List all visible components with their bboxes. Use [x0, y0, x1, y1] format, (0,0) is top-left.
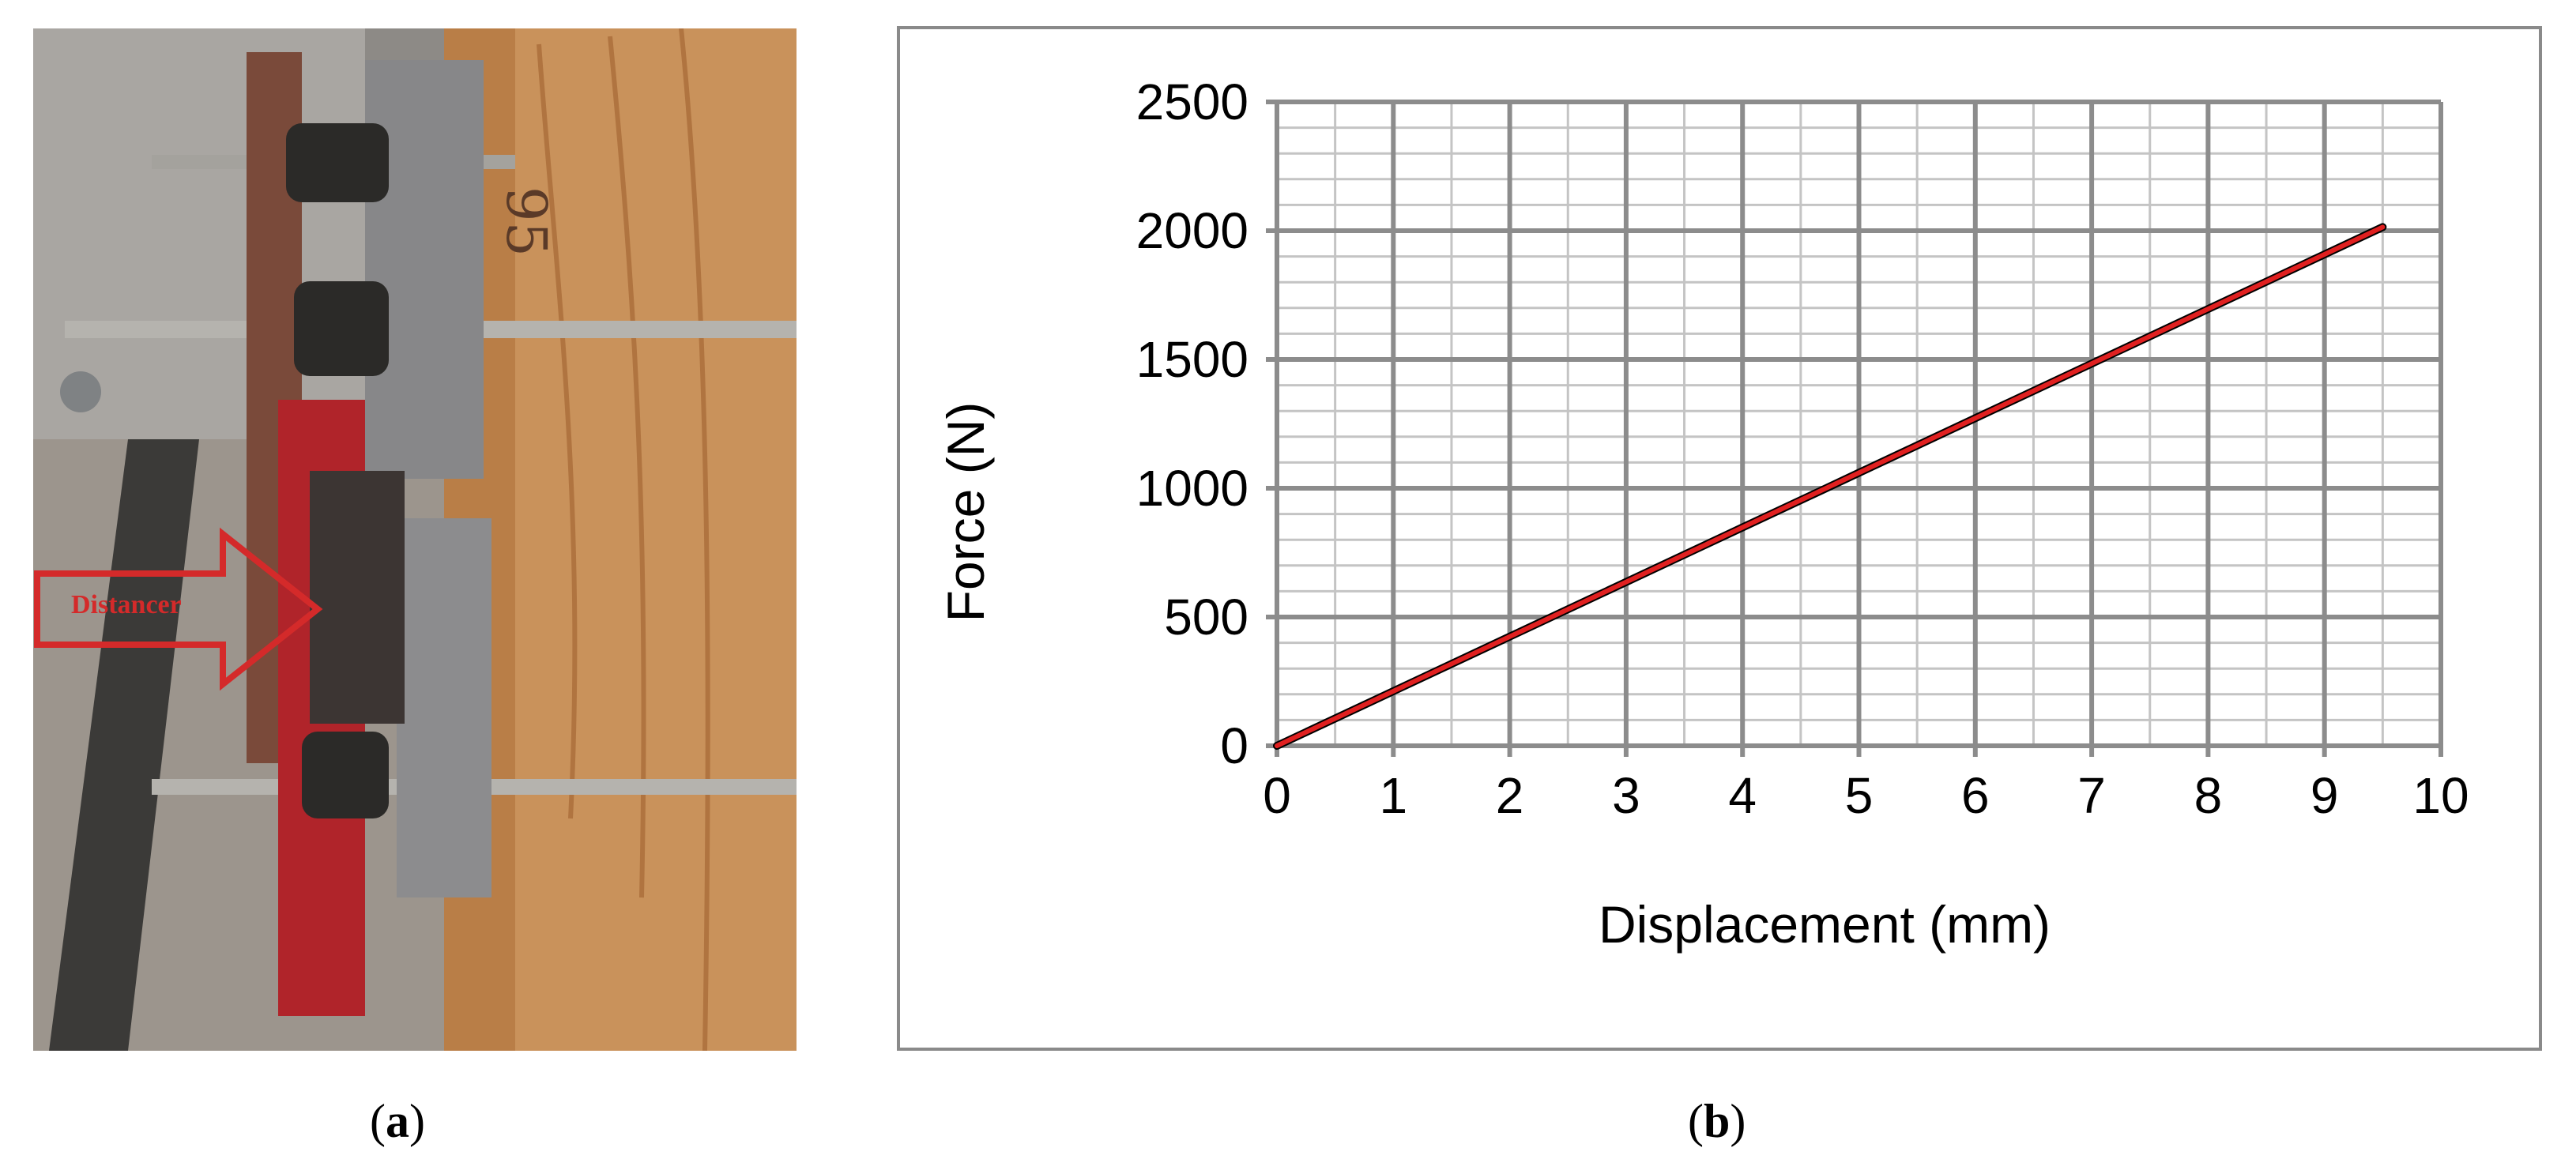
x-tick-label: 1	[1380, 767, 1408, 824]
clamp-plate	[397, 518, 491, 897]
series-line-2	[1275, 224, 2386, 748]
x-axis-title: Displacement (mm)	[1599, 895, 2051, 954]
x-tick-label: 0	[1263, 767, 1291, 824]
caption-a-open: (	[370, 1095, 386, 1147]
force-displacement-chart: 0 1 2 3 4 5 6 7 8 9 10 0 500 1000 1500 2000 2500 Displa…	[897, 26, 2542, 1051]
major-grid	[1266, 100, 2443, 757]
y-tick-label: 2000	[1136, 202, 1248, 259]
wood-grain	[537, 28, 710, 1051]
compression-spring	[286, 123, 389, 818]
y-axis-title: Force (N)	[936, 402, 995, 623]
chart-svg: 0 1 2 3 4 5 6 7 8 9 10 0 500 1000 1500 2000 2500 Displa…	[897, 26, 2542, 1051]
caption-b-open: (	[1688, 1095, 1704, 1147]
y-tick-label: 1500	[1136, 331, 1248, 388]
clamp-plate	[365, 60, 484, 479]
caption-a-letter: a	[385, 1095, 409, 1147]
test-setup-photo: Distancer 95	[33, 28, 797, 1051]
x-tick-label: 3	[1612, 767, 1640, 824]
specimen-marking: 95	[494, 186, 559, 257]
caption-b: (b)	[1688, 1097, 1746, 1145]
test-setup-photo-drawing: Distancer 95	[33, 28, 797, 1051]
floor-marker	[60, 371, 101, 412]
x-tick-label: 9	[2310, 767, 2339, 824]
caption-b-letter: b	[1703, 1095, 1731, 1147]
x-tick-label: 10	[2412, 767, 2469, 824]
caption-a: (a)	[370, 1097, 425, 1145]
distancer-callout-arrow	[34, 527, 323, 691]
y-tick-label: 500	[1164, 589, 1248, 645]
y-tick-label: 2500	[1136, 73, 1248, 130]
y-tick-label: 1000	[1136, 460, 1248, 517]
distancer-callout-label: Distancer	[71, 590, 182, 619]
x-tick-label: 7	[2077, 767, 2106, 824]
distancer-block	[310, 471, 405, 724]
x-tick-label: 5	[1845, 767, 1874, 824]
y-tick-label: 0	[1220, 717, 1248, 774]
x-tick-labels: 0 1 2 3 4 5 6 7 8 9 10	[1263, 767, 2469, 824]
photo-steel-rail	[49, 439, 199, 1051]
caption-b-close: )	[1730, 1095, 1746, 1147]
x-tick-label: 6	[1961, 767, 1990, 824]
x-tick-label: 2	[1496, 767, 1524, 824]
x-tick-label: 4	[1728, 767, 1757, 824]
y-tick-labels: 0 500 1000 1500 2000 2500	[1136, 73, 1248, 774]
series-layer	[1273, 223, 2387, 750]
x-tick-label: 8	[2194, 767, 2223, 824]
caption-a-close: )	[409, 1095, 425, 1147]
